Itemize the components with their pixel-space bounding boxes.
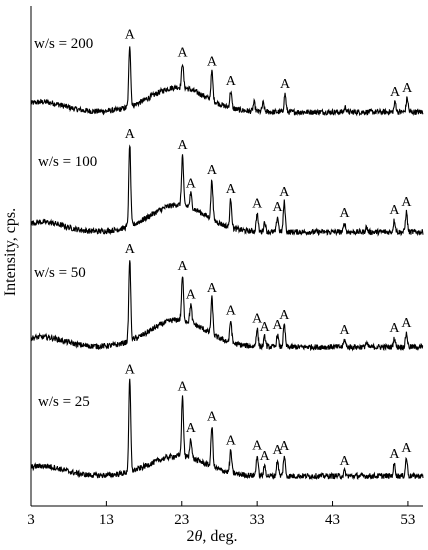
peak-label-s2-9: A: [279, 185, 290, 200]
peak-label-s4-12: A: [401, 441, 412, 456]
peak-label-s1-3: A: [207, 55, 218, 70]
x-tick-label-43: 43: [325, 512, 340, 528]
x-tick-label-33: 33: [250, 512, 265, 528]
peak-label-s4-10: A: [340, 454, 351, 469]
peak-label-s3-8: A: [272, 318, 283, 333]
peak-label-s3-10: A: [340, 323, 351, 338]
series-label-2: w/s = 100: [38, 154, 97, 170]
series-labels: w/s = 200 w/s = 100 w/s = 50 w/s = 25: [34, 36, 97, 410]
peak-label-s3-9: A: [279, 308, 290, 323]
y-axis-label: Intensity, cps.: [2, 208, 19, 296]
x-axis-ticks: 3 13 23 33 43 53: [27, 501, 415, 528]
peak-label-s4-6: A: [252, 439, 263, 454]
xrd-trace-4: [30, 378, 424, 481]
peak-label-s3-12: A: [389, 321, 400, 336]
peak-label-s2-1: A: [125, 127, 136, 142]
peak-label-s3-2: A: [177, 259, 188, 274]
peak-label-s4-8: A: [272, 443, 283, 458]
diffraction-traces: [30, 46, 424, 481]
peak-label-s4-2: A: [177, 379, 188, 394]
peak-label-s3-7: A: [260, 320, 271, 335]
xrd-trace-1: [30, 46, 424, 117]
x-label-prefix: 2: [187, 528, 195, 545]
peak-label-s2-10: A: [340, 206, 351, 221]
x-label-suffix: , deg.: [202, 528, 237, 545]
x-label-symbol: θ: [195, 528, 203, 545]
peak-label-s3-6: A: [252, 312, 263, 327]
peak-label-s4-7: A: [260, 449, 271, 464]
peak-label-s4-9: A: [279, 439, 290, 454]
x-tick-label-13: 13: [99, 512, 114, 528]
peak-label-s3-1: A: [125, 242, 136, 257]
peak-label-s4-1: A: [125, 363, 136, 378]
peak-label-s2-3: A: [186, 177, 197, 192]
x-tick-label-23: 23: [174, 512, 189, 528]
series-label-3: w/s = 50: [34, 265, 86, 281]
series-label-4: w/s = 25: [38, 394, 90, 410]
peak-label-s1-2: A: [177, 46, 188, 61]
peak-label-s3-3: A: [186, 288, 197, 303]
xrd-trace-3: [30, 260, 424, 352]
peak-label-s4-4: A: [207, 410, 218, 425]
peak-label-s4-3: A: [186, 421, 197, 436]
peak-label-s2-6: A: [252, 197, 263, 212]
series-label-1: w/s = 200: [34, 36, 93, 52]
peak-label-s1-10: A: [402, 81, 413, 96]
peak-label-s4-5: A: [226, 434, 237, 449]
peak-label-s1-4: A: [226, 74, 237, 89]
peak-label-s3-4: A: [207, 281, 218, 296]
peak-label-s3-13: A: [401, 316, 412, 331]
x-tick-label-3: 3: [27, 512, 35, 528]
peak-label-s2-12: A: [389, 203, 400, 218]
peak-label-s2-5: A: [226, 182, 237, 197]
x-tick-label-53: 53: [400, 512, 415, 528]
axis-frame: [30, 6, 423, 507]
peak-label-s2-13: A: [401, 195, 412, 210]
peak-label-s1-1: A: [125, 28, 136, 43]
peak-label-s1-9: A: [390, 85, 401, 100]
peak-label-s2-2: A: [177, 138, 188, 153]
peak-label-s1-7: A: [280, 77, 291, 92]
peak-label-s3-5: A: [226, 304, 237, 319]
peak-label-s4-11: A: [389, 447, 400, 462]
xrd-trace-2: [30, 144, 424, 237]
x-axis-label: 2θ, deg.: [187, 528, 238, 545]
peak-label-s2-4: A: [207, 163, 218, 178]
peak-label-s2-8: A: [272, 200, 283, 215]
